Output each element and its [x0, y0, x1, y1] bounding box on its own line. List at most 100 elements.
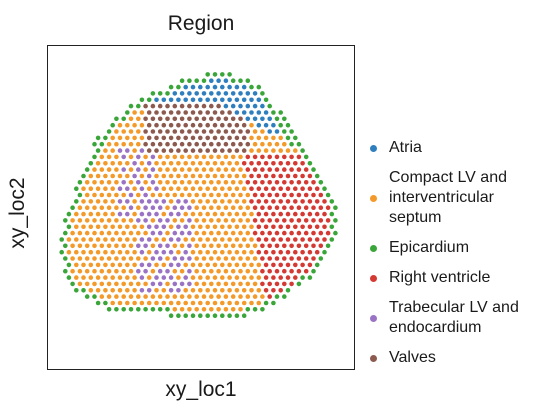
spot-point: [95, 211, 101, 217]
spot-point: [179, 167, 185, 172]
spot-point: [252, 180, 258, 185]
spot-point: [252, 294, 258, 299]
spot-point: [128, 192, 134, 198]
spot-point: [267, 116, 272, 122]
spot-point: [128, 294, 134, 299]
spot-point: [300, 211, 305, 217]
spot-point: [179, 205, 185, 210]
spot-point: [70, 243, 75, 249]
spot-point: [216, 141, 221, 147]
spot-point: [212, 288, 218, 293]
spot-point: [271, 262, 276, 268]
spot-point: [157, 230, 163, 236]
spot-point: [278, 237, 283, 242]
spot-point: [143, 268, 148, 274]
spot-point: [179, 307, 185, 312]
spot-point: [252, 192, 258, 198]
spot-point: [271, 275, 276, 280]
spot-point: [136, 218, 141, 223]
spot-point: [114, 268, 119, 274]
spot-point: [110, 161, 115, 166]
spot-point: [230, 167, 236, 172]
spot-point: [74, 237, 79, 242]
spot-point: [278, 288, 283, 293]
spot-point: [114, 294, 119, 299]
spot-point: [263, 135, 269, 141]
spot-point: [205, 211, 210, 217]
spot-point: [66, 211, 72, 217]
spot-point: [99, 154, 105, 160]
spot-point: [176, 97, 181, 103]
spot-point: [249, 135, 254, 141]
spot-point: [205, 110, 210, 115]
spot-point: [201, 230, 207, 236]
spot-point: [146, 262, 152, 268]
spot-point: [139, 135, 145, 141]
spot-point: [238, 256, 243, 261]
spot-point: [227, 300, 232, 306]
spot-point: [267, 180, 272, 185]
spot-point: [241, 313, 247, 319]
spot-point: [179, 281, 185, 287]
spot-point: [154, 97, 159, 103]
spot-point: [282, 192, 287, 198]
spot-point: [230, 91, 236, 96]
spot-point: [168, 148, 174, 153]
spot-point: [256, 161, 262, 166]
spot-point: [172, 218, 178, 223]
spot-point: [307, 224, 313, 230]
spot-point: [168, 262, 174, 268]
legend-label-line: Epicardium: [389, 239, 470, 256]
spot-point: [157, 154, 163, 160]
spot-point: [150, 192, 156, 198]
spot-point: [187, 129, 192, 134]
spot-point: [209, 307, 214, 312]
legend-item: Trabecular LV and endocardium: [370, 298, 519, 338]
spot-point: [260, 167, 265, 172]
legend-label-line: septum: [389, 209, 442, 226]
spot-point: [103, 211, 108, 217]
spot-point: [282, 180, 287, 185]
spot-point: [223, 103, 229, 109]
legend-label: Compact LV and interventricular septum: [389, 168, 507, 228]
spot-point: [241, 135, 247, 141]
spot-point: [216, 129, 221, 134]
spot-point: [205, 135, 210, 141]
spot-point: [198, 110, 203, 115]
spot-point: [227, 237, 232, 242]
spot-point: [187, 243, 192, 249]
spot-point: [139, 148, 145, 153]
spot-point: [220, 161, 225, 166]
spot-point: [125, 300, 130, 306]
spot-point: [263, 122, 269, 128]
spot-point: [70, 230, 75, 236]
spot-point: [103, 199, 108, 204]
spot-point: [150, 116, 156, 122]
spot-point: [198, 199, 203, 204]
spot-point: [114, 141, 119, 147]
spot-point: [187, 268, 192, 274]
spot-point: [172, 268, 178, 274]
spot-point: [88, 288, 94, 293]
spot-point: [216, 103, 221, 109]
spot-point: [282, 129, 287, 134]
spot-point: [227, 72, 232, 77]
spot-point: [194, 307, 199, 312]
spot-point: [136, 192, 141, 198]
spot-point: [318, 230, 324, 236]
spot-point: [176, 237, 181, 242]
spot-point: [77, 243, 83, 249]
spot-point: [146, 211, 152, 217]
spot-point: [260, 205, 265, 210]
spot-point: [187, 154, 192, 160]
spot-point: [263, 224, 269, 230]
spot-point: [260, 129, 265, 134]
spot-point: [143, 243, 148, 249]
spot-point: [194, 78, 199, 83]
spot-point: [103, 161, 108, 166]
spot-point: [179, 180, 185, 185]
spot-point: [282, 294, 287, 299]
spot-point: [190, 84, 196, 90]
spot-point: [201, 294, 207, 299]
spot-point: [201, 180, 207, 185]
